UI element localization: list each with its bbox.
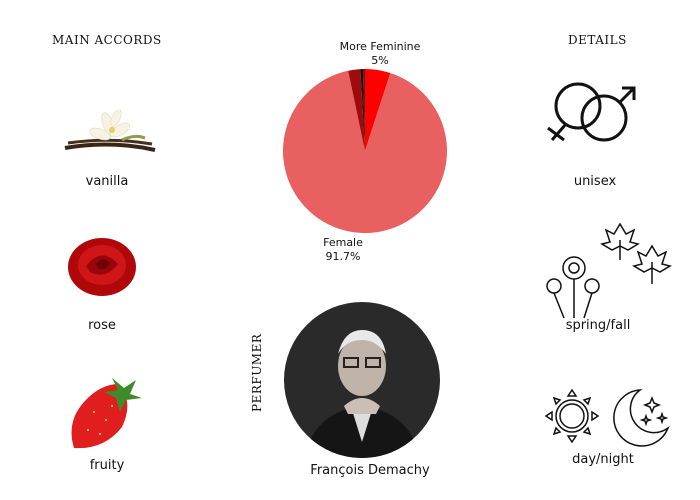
details-heading: DETAILS (568, 33, 627, 47)
pie-label-female: Female 91.7% (318, 236, 368, 264)
pie-slice-2[interactable] (348, 69, 365, 151)
detail-label: unisex (573, 174, 617, 189)
accord-label: rose (88, 318, 116, 333)
detail-label: day/night (572, 452, 634, 467)
slice-value: 91.7% (325, 250, 361, 263)
pie-slice-more-feminine[interactable] (365, 69, 391, 151)
perfumer-heading: PERFUMER (250, 333, 264, 412)
strawberry-image (71, 378, 142, 449)
flowers-leaves-icon (546, 222, 672, 319)
gender-pie-chart (283, 69, 447, 233)
accord-label: fruity (89, 458, 125, 473)
vanilla-image (64, 110, 156, 152)
rose-image (68, 238, 136, 296)
pie-label-more-feminine: More Feminine 5% (330, 40, 430, 68)
main-accords-heading: MAIN ACCORDS (52, 33, 162, 47)
slice-name: Female (323, 236, 363, 249)
pie-slice-3[interactable] (360, 69, 365, 151)
perfumer-photo[interactable] (284, 302, 440, 458)
perfumer-name[interactable]: François Demachy (310, 463, 430, 478)
slice-value: 5% (371, 54, 389, 67)
pie-slice-female[interactable] (283, 70, 447, 233)
gender-icon (547, 82, 636, 142)
accord-label: vanilla (85, 174, 129, 189)
detail-label: spring/fall (565, 318, 631, 333)
slice-name: More Feminine (339, 40, 421, 53)
pie-slice-4[interactable] (362, 69, 365, 151)
sun-moon-icon (544, 388, 670, 447)
